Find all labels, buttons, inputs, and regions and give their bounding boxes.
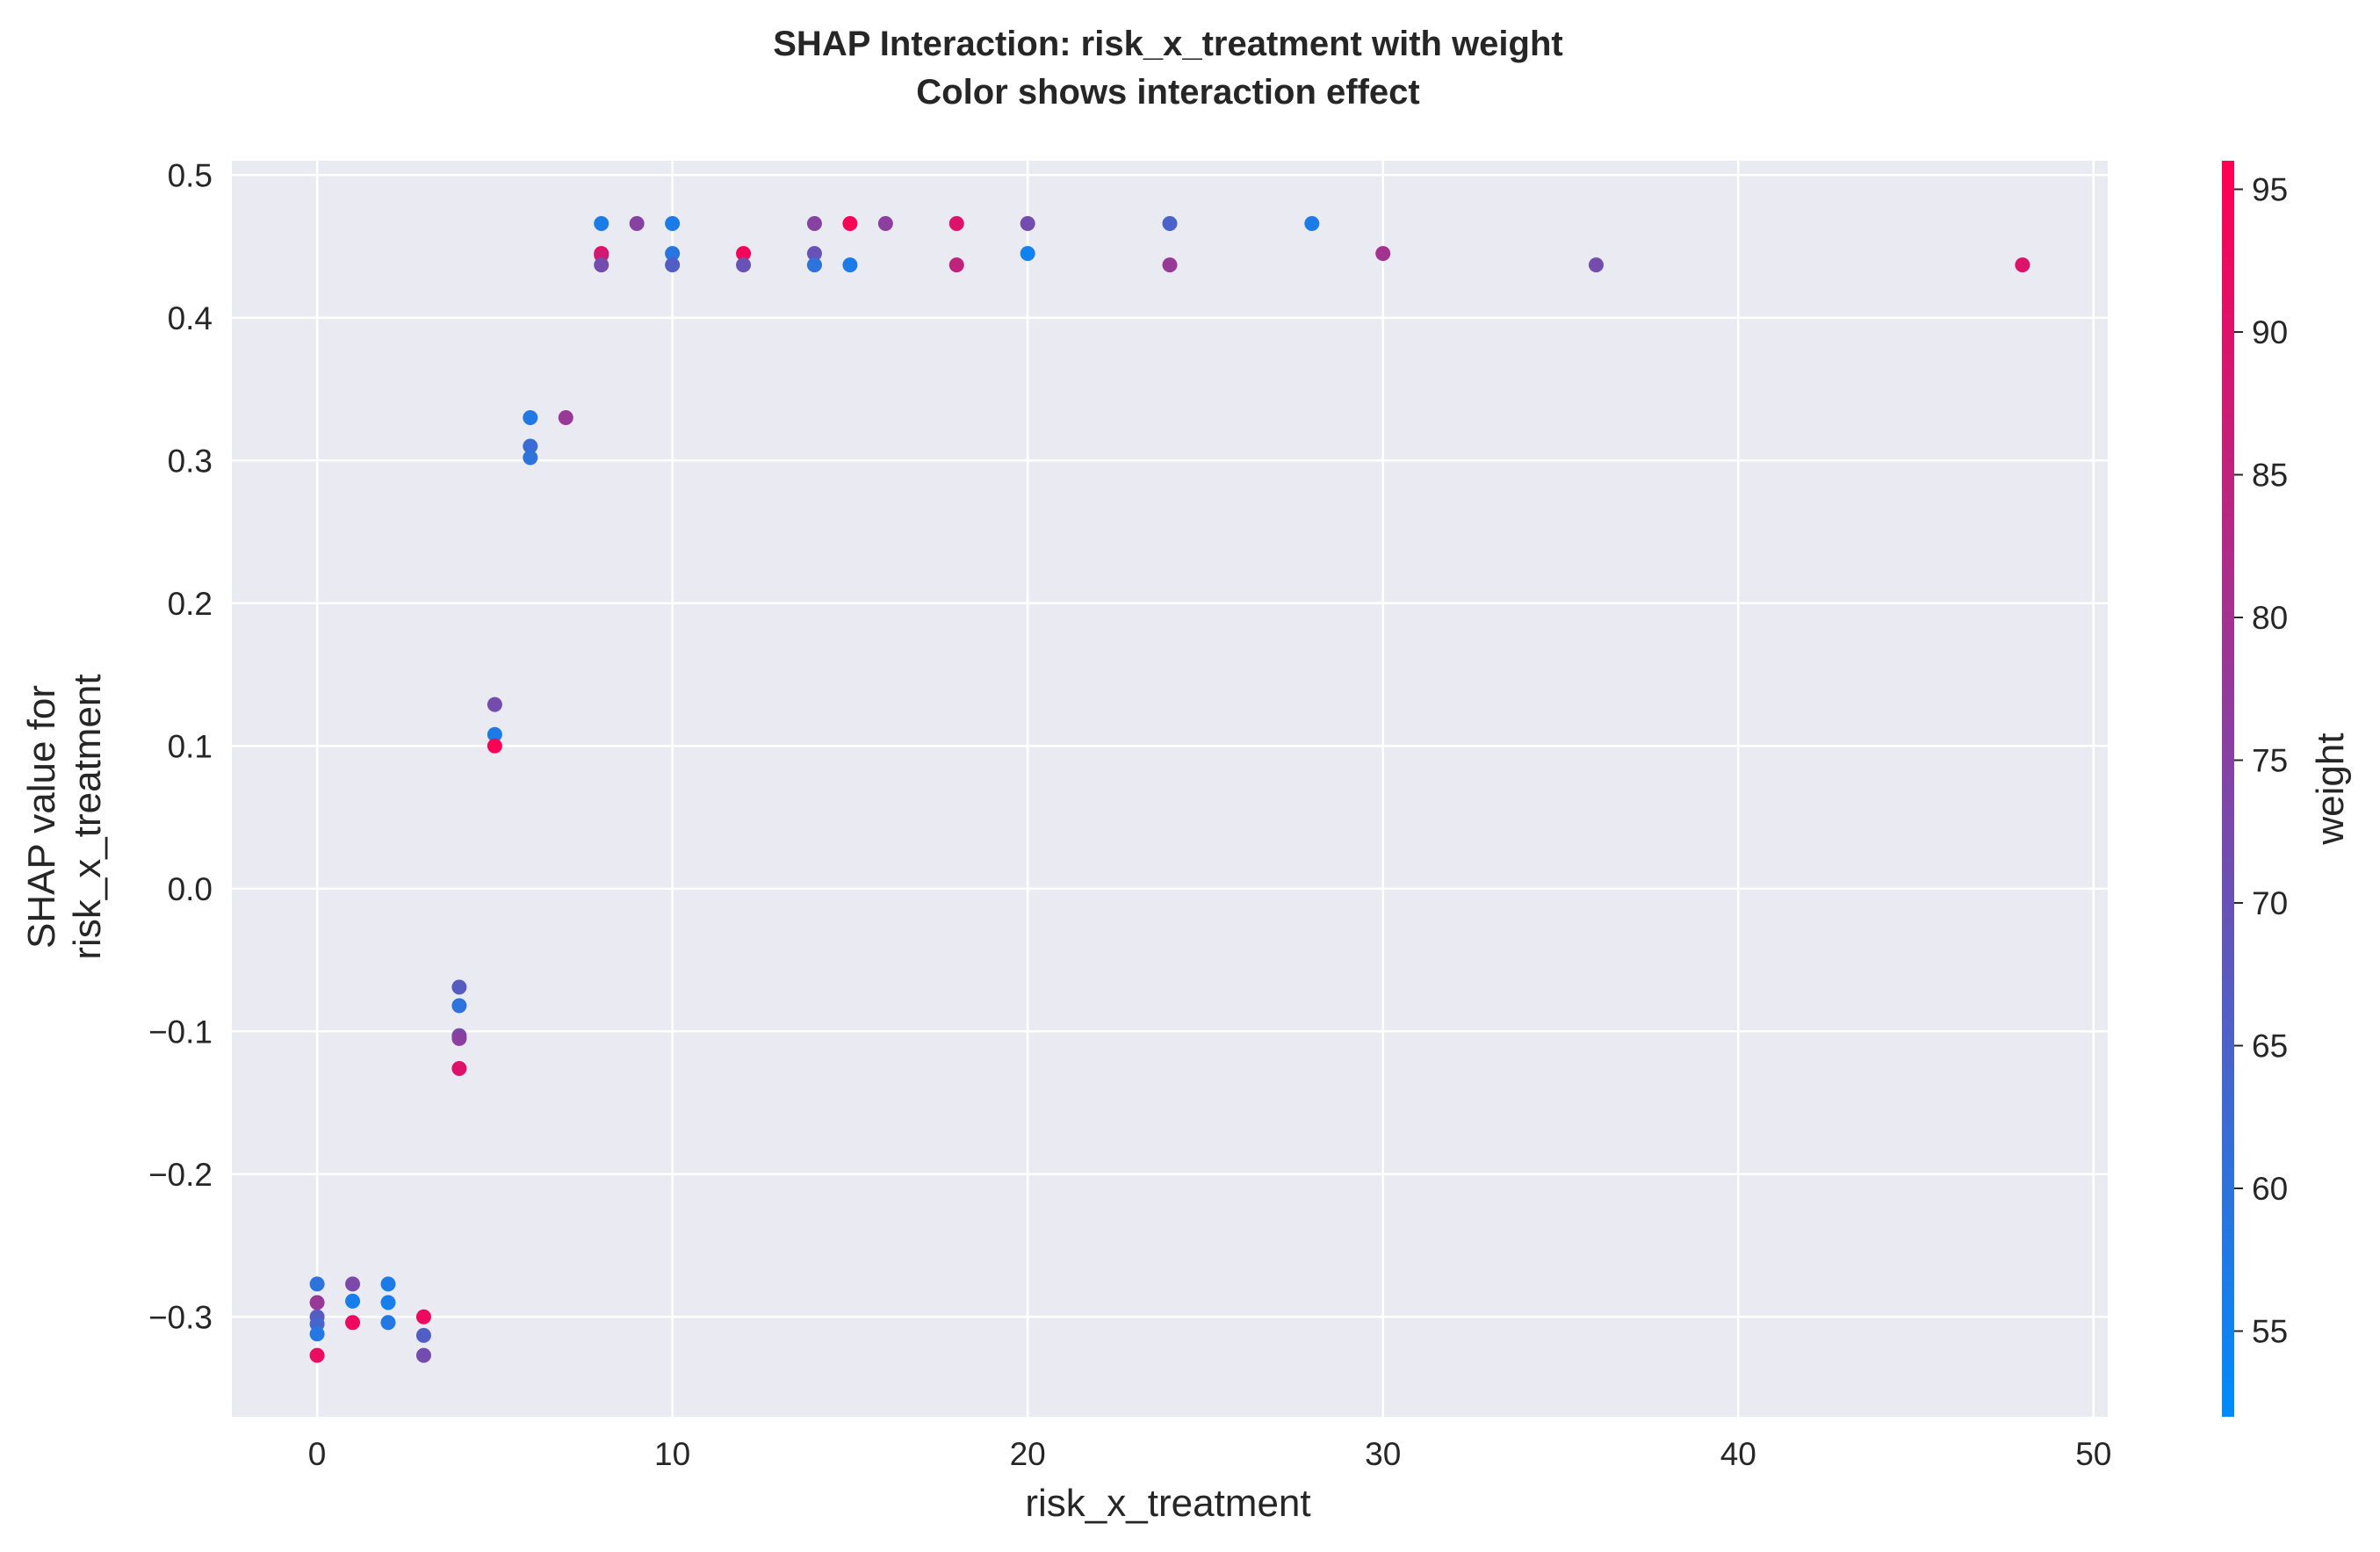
scatter-point [487, 726, 502, 742]
scatter-point [345, 1276, 361, 1292]
scatter-point [1588, 257, 1604, 273]
y-tick-label: 0.2 [168, 586, 213, 622]
scatter-point [665, 246, 681, 262]
scatter-point [877, 216, 893, 231]
colorbar-tick-label: 90 [2252, 314, 2288, 350]
grid-lines [232, 161, 2108, 1417]
plot-area [232, 161, 2108, 1417]
scatter-point [523, 438, 538, 454]
scatter-point [558, 410, 573, 425]
scatter-point [948, 257, 964, 273]
scatter-point [451, 979, 467, 995]
scatter-point [1304, 216, 1320, 231]
scatter-point [806, 246, 822, 262]
scatter-point [451, 1061, 467, 1076]
y-tick-label: 0.5 [168, 157, 213, 193]
scatter-point [523, 450, 538, 466]
scatter-point [380, 1315, 396, 1331]
scatter-point [665, 216, 681, 231]
colorbar: 55 60 65 70 75 80 85 90 95 weight [2222, 161, 2352, 1417]
plot-background [232, 161, 2108, 1417]
scatter-point [487, 738, 502, 754]
y-tick-label: 0.4 [168, 300, 213, 336]
scatter-point [1375, 246, 1391, 262]
colorbar-tick-label: 80 [2252, 600, 2288, 636]
scatter-point [1162, 216, 1178, 231]
scatter-point [415, 1327, 431, 1343]
colorbar-tick-label: 65 [2252, 1029, 2288, 1065]
scatter-point [806, 216, 822, 231]
scatter-point [594, 257, 609, 273]
scatter-point [309, 1276, 325, 1292]
scatter-point [451, 998, 467, 1014]
colorbar-ticks: 55 60 65 70 75 80 85 90 95 [2234, 172, 2288, 1350]
scatter-point [629, 216, 645, 231]
scatter-point [309, 1347, 325, 1363]
scatter-point [415, 1347, 431, 1363]
scatter-point [2015, 257, 2030, 273]
y-tick-label: 0.0 [168, 871, 213, 907]
x-tick-label: 10 [654, 1436, 690, 1472]
colorbar-label: weight [2309, 733, 2352, 845]
scatter-point [665, 257, 681, 273]
y-tick-label: −0.3 [148, 1299, 213, 1335]
scatter-point [948, 216, 964, 231]
scatter-point [345, 1293, 361, 1309]
scatter-point [345, 1315, 361, 1331]
colorbar-tick-label: 85 [2252, 458, 2288, 494]
colorbar-gradient [2222, 161, 2234, 1417]
y-tick-label: 0.3 [168, 443, 213, 479]
x-tick-label: 20 [1010, 1436, 1046, 1472]
scatter-point [736, 246, 752, 262]
colorbar-tick-label: 60 [2252, 1171, 2288, 1207]
x-tick-label: 0 [308, 1436, 327, 1472]
x-tick-label: 40 [1720, 1436, 1756, 1472]
scatter-point [1020, 246, 1035, 262]
y-tick-label: −0.2 [148, 1157, 213, 1193]
scatter-point [1020, 216, 1035, 231]
colorbar-tick-label: 95 [2252, 172, 2288, 208]
scatter-point [523, 410, 538, 425]
scatter-point [487, 697, 502, 712]
scatter-point [380, 1276, 396, 1292]
x-tick-label: 30 [1365, 1436, 1401, 1472]
scatter-point [309, 1326, 325, 1342]
scatter-point [1162, 257, 1178, 273]
scatter-point [736, 257, 752, 273]
scatter-point [380, 1295, 396, 1310]
y-tick-label: −0.1 [148, 1014, 213, 1050]
scatter-point [451, 1030, 467, 1046]
y-tick-label: 0.1 [168, 728, 213, 764]
chart-title: SHAP Interaction: risk_x_treatment with … [773, 25, 1562, 63]
colorbar-tick-label: 75 [2252, 743, 2288, 779]
x-tick-label: 50 [2075, 1436, 2111, 1472]
scatter-point [842, 257, 858, 273]
scatter-point [806, 257, 822, 273]
scatter-point [309, 1295, 325, 1310]
y-axis-ticks: −0.3 −0.2 −0.1 0.0 0.1 0.2 0.3 0.4 0.5 [148, 157, 213, 1335]
scatter-point [594, 216, 609, 231]
y-axis-label-line2: risk_x_treatment [66, 674, 109, 959]
x-axis-ticks: 0 10 20 30 40 50 [308, 1436, 2112, 1472]
scatter-point [415, 1309, 431, 1325]
colorbar-tick-label: 55 [2252, 1314, 2288, 1350]
colorbar-tick-label: 70 [2252, 885, 2288, 921]
x-axis-label: risk_x_treatment [1025, 1482, 1310, 1525]
chart-subtitle: Color shows interaction effect [916, 73, 1419, 112]
data-points [309, 216, 2030, 1363]
y-axis-label-line1: SHAP value for [20, 685, 63, 949]
scatter-point [842, 216, 858, 231]
